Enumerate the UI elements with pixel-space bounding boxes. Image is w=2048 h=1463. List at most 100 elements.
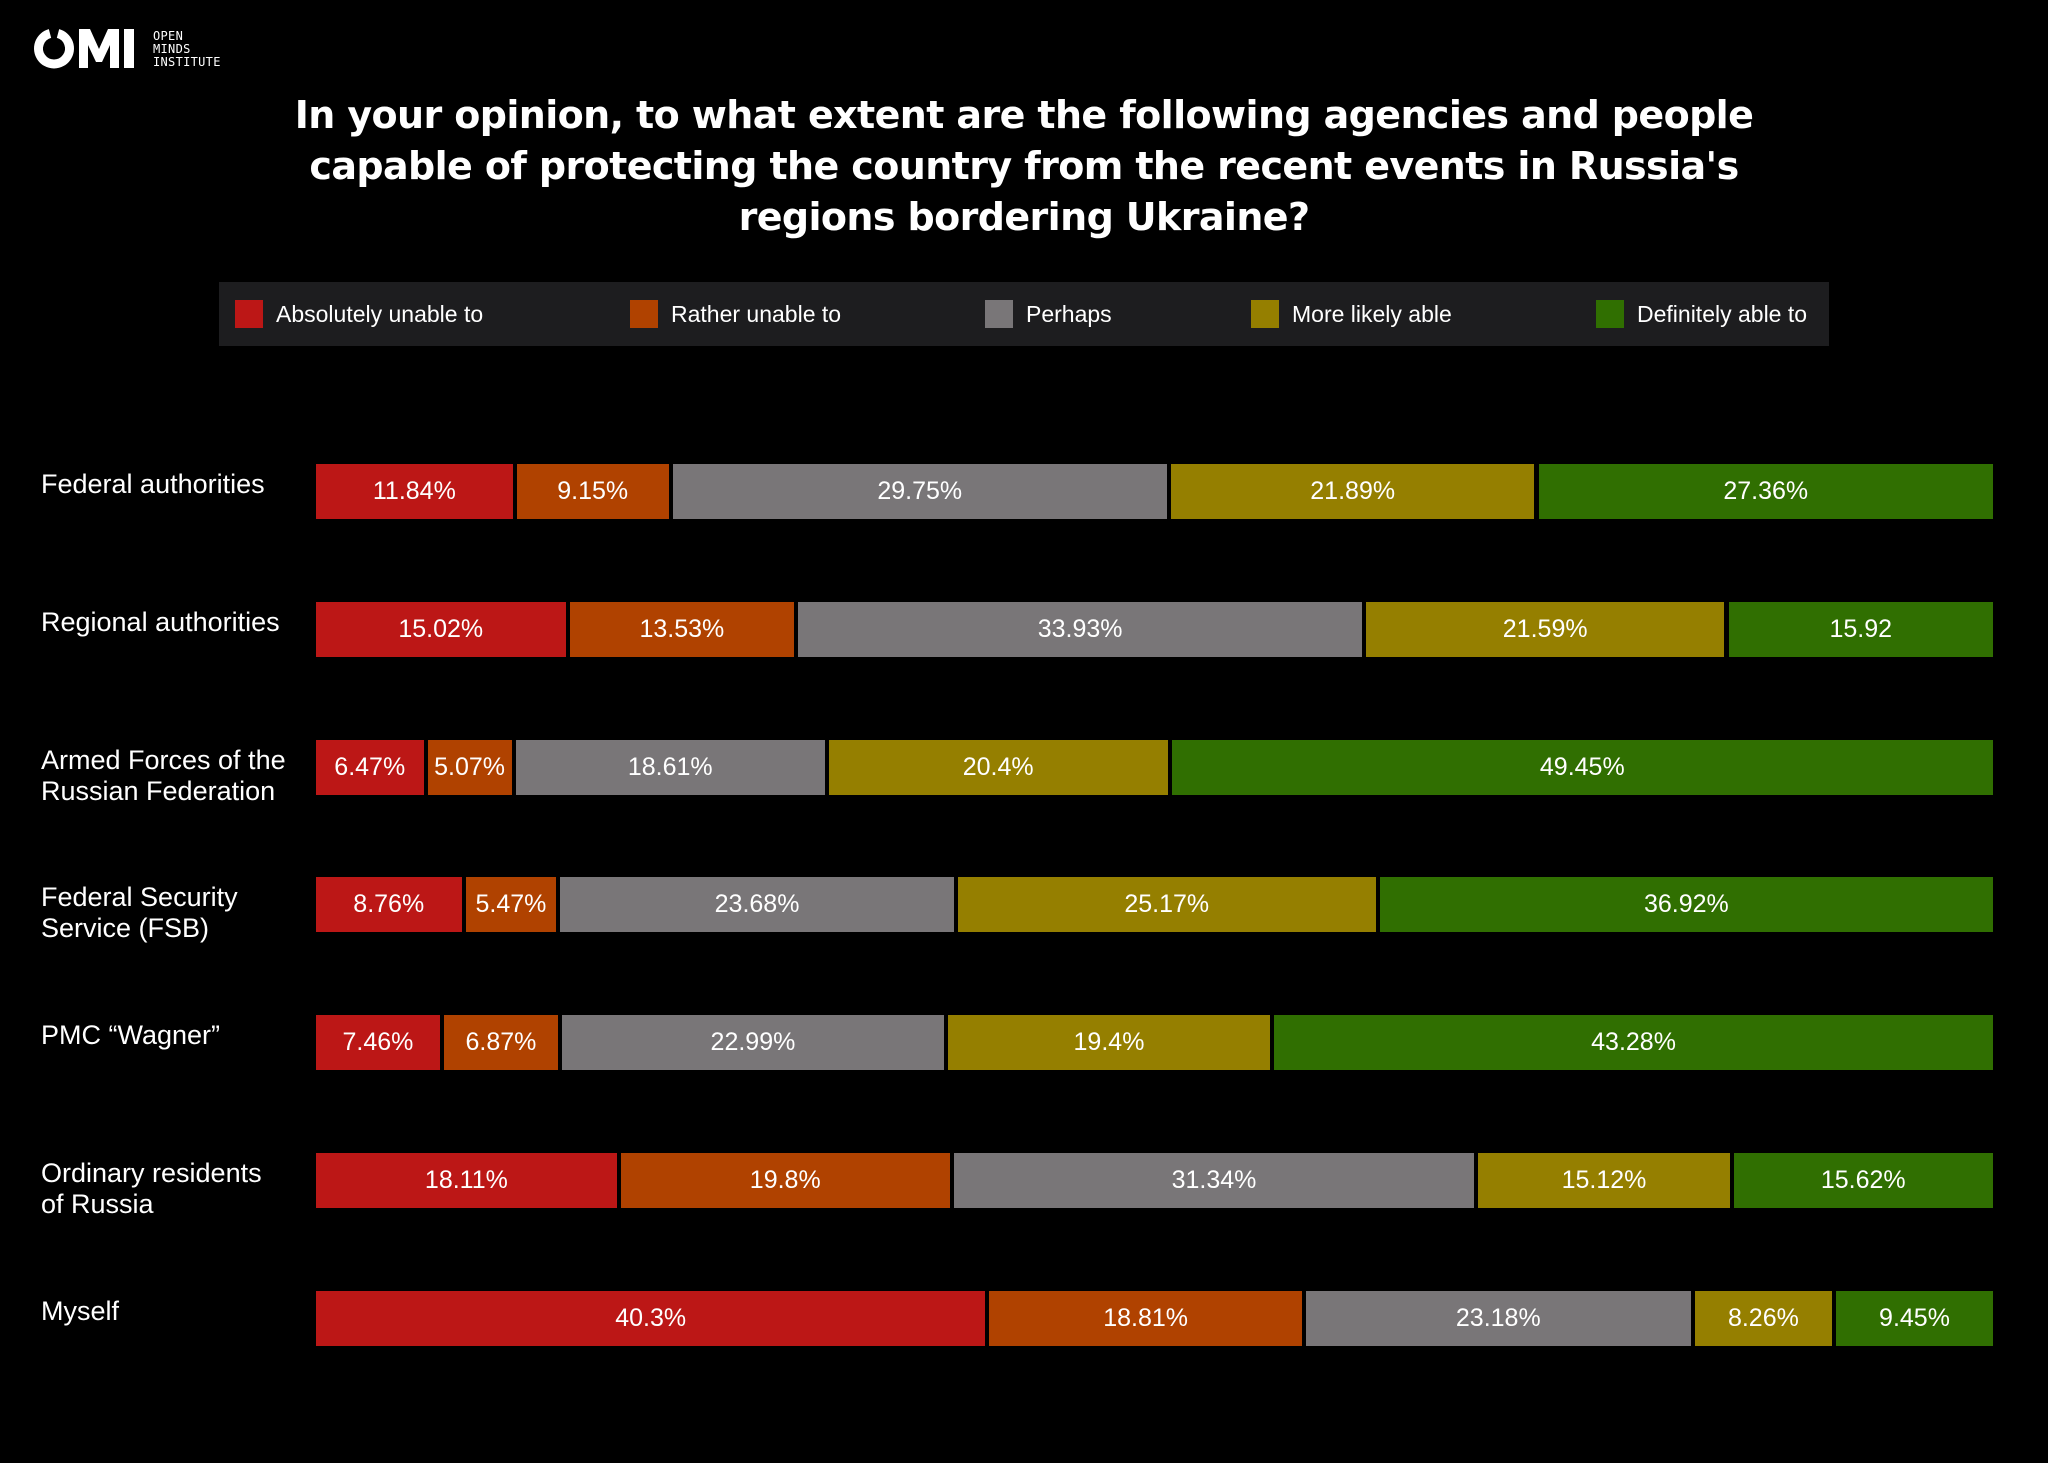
bar-segment: 19.4% [947, 1015, 1271, 1070]
data-label: 27.36% [1723, 477, 1809, 505]
data-label: 6.47% [334, 753, 406, 781]
legend-item: Definitely able to [1596, 282, 1807, 346]
category-label: Regional authorities [41, 607, 280, 638]
bar-segment: 6.47% [316, 740, 424, 795]
data-label: 49.45% [1539, 753, 1625, 781]
data-label: 25.17% [1124, 890, 1210, 918]
bar-segment: 8.26% [1694, 1291, 1832, 1346]
bar-segment: 23.68% [560, 877, 954, 932]
legend-item: Rather unable to [630, 282, 841, 346]
bar-segment: 11.84% [316, 464, 513, 519]
data-label: 23.18% [1455, 1304, 1541, 1332]
bar-segment: 19.8% [620, 1153, 950, 1208]
bar-segment: 9.15% [516, 464, 669, 519]
bar-segment: 31.34% [953, 1153, 1475, 1208]
bar-segment: 5.47% [465, 877, 557, 932]
bar-row: 15.02% 13.53% 33.93% 21.59% 15.92 [316, 602, 1993, 657]
bar-segment: 20.4% [828, 740, 1168, 795]
bar-segment: 18.11% [316, 1153, 617, 1208]
data-label: 18.11% [424, 1166, 508, 1194]
data-label: 19.4% [1073, 1028, 1145, 1056]
category-label-line: Ordinary residents [41, 1158, 262, 1188]
bar-segment: 18.81% [989, 1291, 1302, 1346]
bar-segment: 13.53% [569, 602, 795, 657]
data-label: 9.15% [557, 477, 629, 505]
bar-segment: 43.28% [1274, 1015, 1993, 1070]
data-label: 20.4% [962, 753, 1034, 781]
logo-wordmark: OPEN MINDS INSTITUTE [153, 30, 221, 69]
bar-segment: 9.45% [1836, 1291, 1993, 1346]
bar-segment: 21.59% [1365, 602, 1725, 657]
category-label-line: Federal authorities [41, 469, 265, 499]
legend-label: Perhaps [1026, 300, 1112, 327]
logo-letter-i [124, 29, 134, 68]
legend-item: Absolutely unable to [235, 282, 483, 346]
bar-segment: 22.99% [562, 1015, 944, 1070]
data-label: 15.62% [1820, 1166, 1906, 1194]
category-label-line: Regional authorities [41, 607, 280, 637]
data-label: 23.68% [714, 890, 800, 918]
chart-title: In your opinion, to what extent are the … [0, 90, 2048, 243]
data-label: 21.59% [1502, 615, 1588, 643]
category-label-line: of Russia [41, 1189, 154, 1219]
legend: Absolutely unable to Rather unable to Pe… [219, 282, 1829, 346]
bar-segment: 27.36% [1538, 464, 1993, 519]
legend-swatch [630, 300, 658, 328]
legend-label: Definitely able to [1637, 300, 1808, 327]
data-label: 8.26% [1727, 1304, 1799, 1332]
data-label: 29.75% [877, 477, 963, 505]
omi-logo [34, 29, 134, 69]
legend-swatch [1596, 300, 1624, 328]
data-label: 5.47% [475, 890, 547, 918]
legend-item: Perhaps [985, 282, 1112, 346]
bar-segment: 7.46% [316, 1015, 440, 1070]
bar-row: 11.84% 9.15% 29.75% 21.89% 27.36% [316, 464, 1993, 519]
bar-segment: 40.3% [316, 1291, 986, 1346]
bar-row: 6.47% 5.07% 18.61% 20.4% 49.45% [316, 740, 1993, 795]
bar-segment: 49.45% [1171, 740, 1993, 795]
data-label: 31.34% [1171, 1166, 1257, 1194]
data-label: 15.92 [1829, 615, 1893, 643]
chart-title-line: capable of protecting the country from t… [309, 144, 1739, 188]
legend-swatch [235, 300, 263, 328]
data-label: 22.99% [710, 1028, 796, 1056]
category-label-line: Federal Security [41, 882, 238, 912]
bar-row: 8.76% 5.47% 23.68% 25.17% 36.92% [316, 877, 1993, 932]
data-label: 15.02% [398, 615, 484, 643]
data-label: 5.07% [434, 753, 506, 781]
data-label: 6.87% [465, 1028, 537, 1056]
category-label: Myself [41, 1296, 119, 1327]
legend-label: Absolutely unable to [276, 300, 484, 327]
category-label: Armed Forces of the Russian Federation [41, 745, 286, 807]
category-label-line: Russian Federation [41, 776, 276, 806]
data-label: 9.45% [1879, 1304, 1950, 1332]
data-label: 33.93% [1037, 615, 1123, 643]
data-label: 18.61% [627, 753, 713, 781]
data-label: 7.46% [342, 1028, 414, 1056]
bar-segment: 15.12% [1478, 1153, 1730, 1208]
legend-swatch [1251, 300, 1279, 328]
logo-letter-m [79, 29, 119, 68]
category-label: Federal authorities [41, 469, 265, 500]
bar-segment: 36.92% [1379, 877, 1993, 932]
bar-segment: 21.89% [1170, 464, 1535, 519]
bar-segment: 33.93% [798, 602, 1362, 657]
data-label: 43.28% [1591, 1028, 1676, 1056]
category-label-line: Armed Forces of the [41, 745, 286, 775]
bar-row: 18.11% 19.8% 31.34% 15.12% 15.62% [316, 1153, 1993, 1208]
category-label-line: Service (FSB) [41, 913, 210, 943]
data-label: 11.84% [372, 477, 456, 505]
logo-wordmark-line: OPEN [153, 29, 184, 43]
bar-segment: 15.92 [1728, 602, 1993, 657]
category-label: PMC “Wagner” [41, 1020, 220, 1051]
bar-segment: 15.02% [316, 602, 566, 657]
bar-segment: 15.62% [1733, 1153, 1993, 1208]
bar-row: 40.3% 18.81% 23.18% 8.26% 9.45% [316, 1291, 1993, 1346]
legend-item: More likely able [1251, 282, 1452, 346]
category-label-line: Myself [41, 1296, 120, 1326]
chart-title-line: regions bordering Ukraine? [738, 195, 1310, 239]
data-label: 21.89% [1310, 477, 1396, 505]
legend-label: More likely able [1292, 300, 1452, 327]
